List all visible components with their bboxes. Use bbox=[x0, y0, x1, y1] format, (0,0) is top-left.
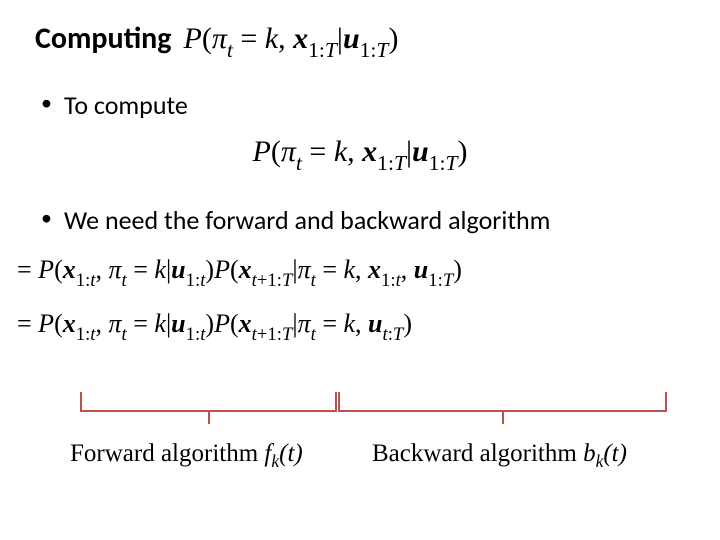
slide-title: Computing P(πt = k, x1:T|u1:T) bbox=[35, 20, 685, 61]
bullet-2: • We need the forward and backward algor… bbox=[35, 204, 685, 236]
slide: Computing P(πt = k, x1:T|u1:T) • To comp… bbox=[0, 0, 720, 540]
equation-line-1: = P(x1:t, πt = k|u1:t)P(xt+1:T|πt = k, x… bbox=[17, 244, 685, 298]
backward-bracket bbox=[338, 392, 667, 412]
backward-label-text: Backward algorithm bbox=[372, 440, 583, 467]
bullet-2-text: We need the forward and backward algorit… bbox=[64, 204, 550, 236]
bullet-dot-icon: • bbox=[41, 204, 52, 233]
backward-label-fn: bk(t) bbox=[583, 440, 627, 467]
title-word: Computing bbox=[35, 20, 172, 57]
forward-label-fn: fk(t) bbox=[264, 440, 302, 467]
forward-label-text: Forward algorithm bbox=[70, 440, 264, 467]
equation-block: = P(x1:t, πt = k|u1:t)P(xt+1:T|πt = k, x… bbox=[17, 244, 685, 351]
bullet-1: • To compute bbox=[35, 89, 685, 121]
equation-line-2: = P(x1:t, πt = k|u1:t)P(xt+1:T|πt = k, u… bbox=[17, 298, 685, 352]
bullet-dot-icon: • bbox=[41, 89, 52, 118]
forward-bracket bbox=[80, 392, 337, 412]
forward-bracket-tick bbox=[208, 410, 210, 424]
title-formula: P(πt = k, x1:T|u1:T) bbox=[184, 22, 399, 61]
bracket-group bbox=[80, 392, 680, 432]
center-formula: P(πt = k, x1:T|u1:T) bbox=[35, 135, 685, 174]
backward-label: Backward algorithm bk(t) bbox=[372, 440, 627, 472]
backward-bracket-tick bbox=[502, 410, 504, 424]
bullet-1-text: To compute bbox=[64, 89, 188, 121]
forward-label: Forward algorithm fk(t) bbox=[70, 440, 303, 472]
